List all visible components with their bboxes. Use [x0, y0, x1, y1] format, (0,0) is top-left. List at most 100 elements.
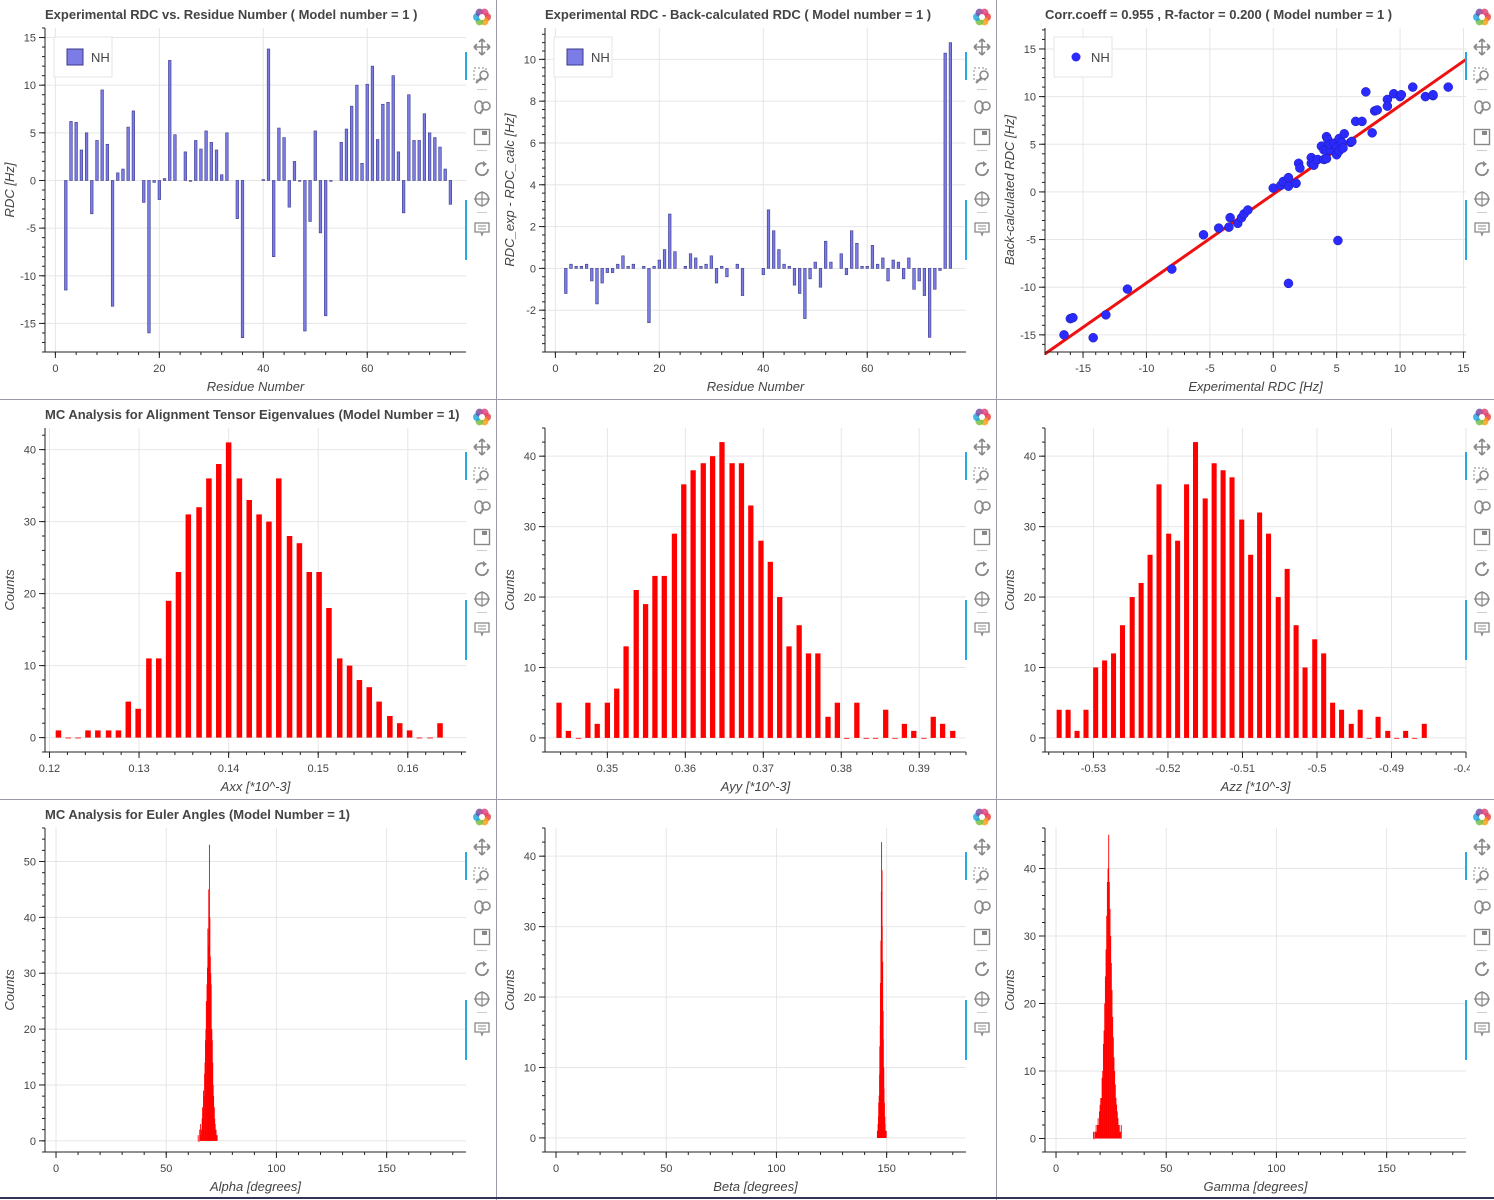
chart-p6[interactable]: -0.53 -0.52 -0.51 -0.5 -0.49 -0.48 0 10 20 30 40 Az…: [1000, 400, 1470, 800]
box-zoom-icon[interactable]: [973, 467, 991, 485]
pan-icon[interactable]: [1473, 438, 1491, 456]
row-divider: [0, 399, 1494, 400]
crosshair-icon[interactable]: [473, 190, 491, 208]
pan-icon[interactable]: [973, 838, 991, 856]
chart-p3[interactable]: -15 -10 -5 0 5 10 15 -15 -10 -5 0 5 10 15 Experimental…: [1000, 0, 1470, 400]
wheel-zoom-icon[interactable]: [473, 498, 491, 516]
rdc-bar: [64, 180, 68, 291]
histogram-bar: [758, 540, 764, 738]
box-zoom-icon[interactable]: [1473, 467, 1491, 485]
chart-p4[interactable]: 0.12 0.13 0.14 0.15 0.16 0 10 20 30 40 Axx [*10^-3…: [0, 400, 470, 800]
pan-icon[interactable]: [973, 438, 991, 456]
wheel-zoom-icon[interactable]: [973, 98, 991, 116]
save-icon[interactable]: [473, 128, 491, 146]
hover-icon[interactable]: [1473, 620, 1491, 638]
chart-p9[interactable]: 0 50 100 150 0 10 20 30 40 Gamma [degrees] Counts: [1000, 800, 1470, 1200]
reset-icon[interactable]: [973, 560, 991, 578]
histogram-bar: [1293, 625, 1299, 738]
histogram-bar: [376, 701, 382, 738]
histogram-bar: [844, 737, 850, 739]
crosshair-icon[interactable]: [973, 990, 991, 1008]
hover-icon[interactable]: [1473, 220, 1491, 238]
save-icon[interactable]: [973, 528, 991, 546]
y-tick-label: 40: [1024, 451, 1036, 463]
chart-p1[interactable]: 0 20 40 60 -15 -10 -5 0 5 10 15 Residue Number RDC […: [0, 0, 470, 400]
save-icon[interactable]: [473, 928, 491, 946]
crosshair-icon[interactable]: [1473, 190, 1491, 208]
save-icon[interactable]: [1473, 128, 1491, 146]
rdc-bar: [938, 268, 942, 271]
save-icon[interactable]: [1473, 528, 1491, 546]
chart-p5[interactable]: 0.35 0.36 0.37 0.38 0.39 0 10 20 30 40 Ayy [*10^-3…: [500, 400, 970, 800]
reset-icon[interactable]: [473, 960, 491, 978]
histogram-bar: [767, 561, 773, 738]
crosshair-icon[interactable]: [1473, 990, 1491, 1008]
hover-icon[interactable]: [973, 220, 991, 238]
rdc-bar: [694, 257, 698, 269]
hover-icon[interactable]: [1473, 1020, 1491, 1038]
rdc-bar: [657, 259, 661, 269]
histogram-bar: [1394, 737, 1400, 739]
box-zoom-icon[interactable]: [1473, 867, 1491, 885]
active-tool-indicator: [965, 600, 967, 660]
box-zoom-icon[interactable]: [473, 867, 491, 885]
wheel-zoom-icon[interactable]: [973, 898, 991, 916]
pan-icon[interactable]: [473, 438, 491, 456]
crosshair-icon[interactable]: [1473, 590, 1491, 608]
save-icon[interactable]: [473, 528, 491, 546]
crosshair-icon[interactable]: [973, 590, 991, 608]
chart-p8[interactable]: 0 50 100 150 0 10 20 30 40 Beta [degrees] Counts: [500, 800, 970, 1200]
save-icon[interactable]: [973, 128, 991, 146]
rdc-bar: [204, 130, 208, 181]
pan-icon[interactable]: [473, 38, 491, 56]
hover-icon[interactable]: [973, 620, 991, 638]
histogram-bar: [1106, 882, 1108, 1139]
save-icon[interactable]: [1473, 928, 1491, 946]
column-divider: [496, 0, 497, 1200]
wheel-zoom-icon[interactable]: [473, 898, 491, 916]
pan-icon[interactable]: [973, 38, 991, 56]
hover-icon[interactable]: [973, 1020, 991, 1038]
box-zoom-icon[interactable]: [973, 867, 991, 885]
wheel-zoom-icon[interactable]: [1473, 98, 1491, 116]
x-tick-label: 0.37: [753, 763, 774, 775]
box-zoom-icon[interactable]: [473, 67, 491, 85]
reset-icon[interactable]: [473, 560, 491, 578]
histogram-bar: [585, 702, 591, 738]
histogram-bar: [1211, 463, 1217, 738]
histogram-bar: [805, 653, 812, 738]
crosshair-icon[interactable]: [973, 190, 991, 208]
hover-icon[interactable]: [473, 220, 491, 238]
scatter-point: [1198, 230, 1209, 240]
rdc-bar: [714, 268, 719, 284]
reset-icon[interactable]: [973, 960, 991, 978]
rdc-bar: [933, 268, 937, 290]
crosshair-icon[interactable]: [473, 590, 491, 608]
wheel-zoom-icon[interactable]: [1473, 498, 1491, 516]
box-zoom-icon[interactable]: [1473, 67, 1491, 85]
reset-icon[interactable]: [1473, 960, 1491, 978]
reset-icon[interactable]: [973, 160, 991, 178]
hover-icon[interactable]: [473, 620, 491, 638]
hover-icon[interactable]: [473, 1020, 491, 1038]
save-icon[interactable]: [973, 928, 991, 946]
pan-icon[interactable]: [473, 838, 491, 856]
reset-icon[interactable]: [1473, 160, 1491, 178]
box-zoom-icon[interactable]: [973, 67, 991, 85]
histogram-bar: [175, 572, 182, 738]
crosshair-icon[interactable]: [473, 990, 491, 1008]
x-tick-label: 0.16: [397, 763, 418, 775]
histogram-bar: [1110, 936, 1112, 1139]
pan-icon[interactable]: [1473, 838, 1491, 856]
chart-p2[interactable]: 0 20 40 60 -2 0 2 4 6 8 10 Residue Number RDC_exp - …: [500, 0, 970, 400]
pan-icon[interactable]: [1473, 38, 1491, 56]
wheel-zoom-icon[interactable]: [1473, 898, 1491, 916]
histogram-bar: [206, 478, 212, 738]
reset-icon[interactable]: [1473, 560, 1491, 578]
wheel-zoom-icon[interactable]: [473, 98, 491, 116]
wheel-zoom-icon[interactable]: [973, 498, 991, 516]
box-zoom-icon[interactable]: [473, 467, 491, 485]
histogram-bar: [1116, 1104, 1118, 1139]
reset-icon[interactable]: [473, 160, 491, 178]
chart-p7[interactable]: 0 50 100 150 0 10 20 30 40 50 Alpha [degrees] Count…: [0, 800, 470, 1200]
